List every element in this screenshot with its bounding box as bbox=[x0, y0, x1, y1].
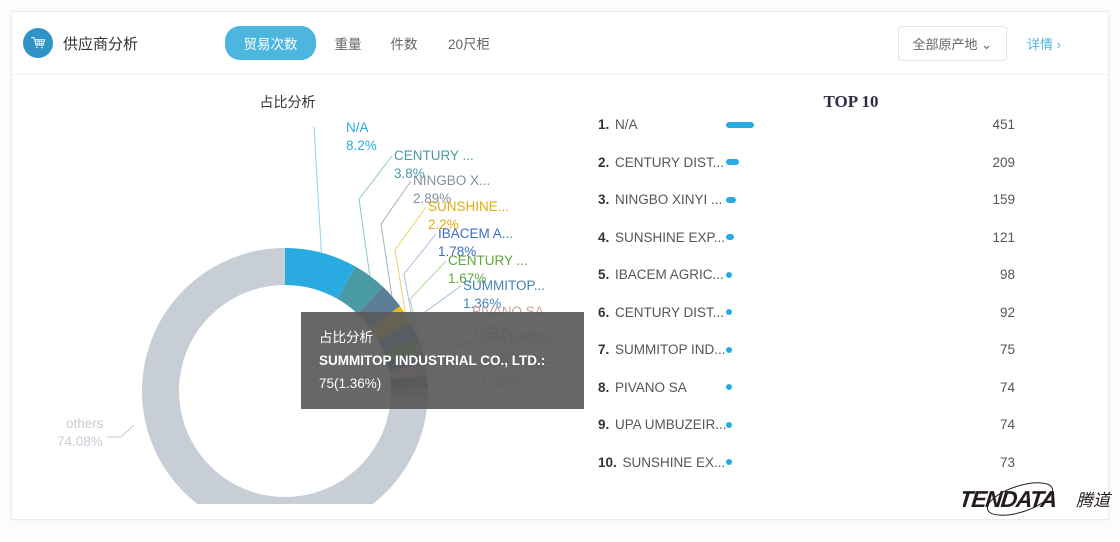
svg-text:腾道: 腾道 bbox=[1076, 491, 1113, 510]
svg-text:TENDATA: TENDATA bbox=[963, 486, 1058, 512]
svg-text:8.2%: 8.2% bbox=[346, 138, 377, 153]
svg-text:others: others bbox=[66, 416, 104, 431]
svg-text:N/A: N/A bbox=[346, 120, 369, 135]
svg-text:CENTURY ...: CENTURY ... bbox=[448, 253, 528, 268]
svg-text:74.08%: 74.08% bbox=[57, 434, 103, 449]
svg-text:SUMMITOP...: SUMMITOP... bbox=[463, 278, 545, 293]
svg-text:SUNSHINE...: SUNSHINE... bbox=[428, 199, 509, 214]
svg-text:NINGBO X...: NINGBO X... bbox=[413, 173, 490, 188]
svg-text:IBACEM A...: IBACEM A... bbox=[438, 226, 513, 241]
svg-text:CENTURY ...: CENTURY ... bbox=[394, 148, 474, 163]
